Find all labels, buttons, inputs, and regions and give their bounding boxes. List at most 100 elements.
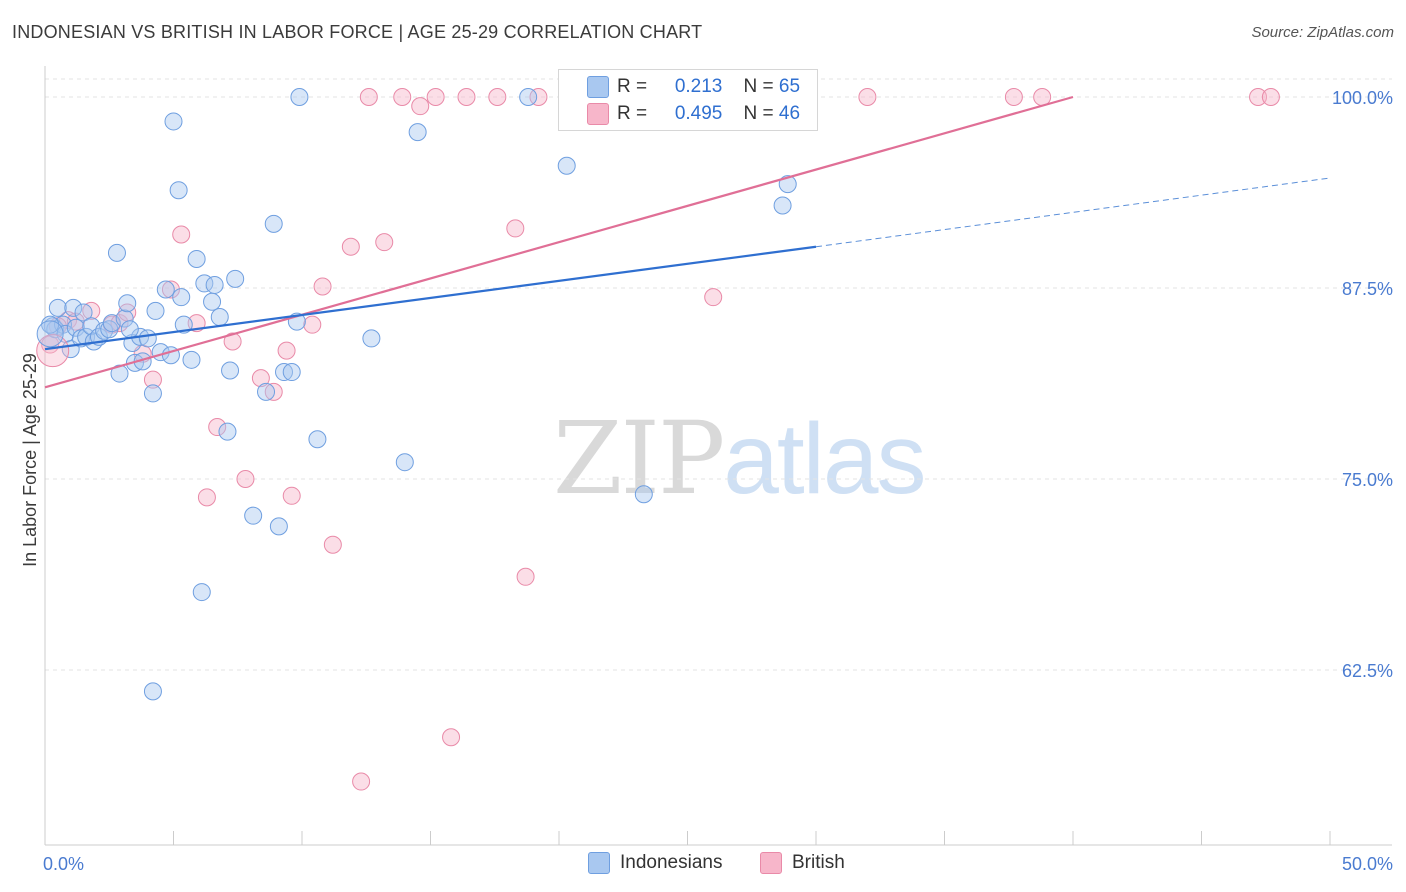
- watermark-zip: ZIP: [553, 400, 725, 517]
- point-indonesians: [115, 309, 134, 328]
- bottom-legend: Indonesians British: [0, 852, 1406, 878]
- point-indonesians: [138, 329, 157, 348]
- point-british: [341, 237, 360, 256]
- legend-r-label: R =: [617, 76, 653, 97]
- legend-n-label: N =: [743, 103, 779, 124]
- point-british: [375, 233, 394, 252]
- point-indonesians: [282, 363, 301, 382]
- point-indonesians: [169, 181, 188, 200]
- point-british: [172, 225, 191, 244]
- trend-line-indonesians: [44, 245, 817, 351]
- chart-title: INDONESIAN VS BRITISH IN LABOR FORCE | A…: [12, 22, 703, 42]
- point-indonesians: [120, 320, 139, 339]
- legend-swatch-british: [587, 103, 609, 125]
- point-indonesians: [205, 275, 224, 294]
- point-indonesians: [164, 112, 183, 131]
- legend-n-value: 46: [778, 103, 801, 124]
- point-british: [858, 88, 877, 106]
- point-indonesians: [269, 517, 288, 536]
- legend-n-value: 65: [778, 76, 801, 97]
- legend: R = 0.213 N = 65 R = 0.495 N = 46: [558, 69, 818, 131]
- point-indonesians: [773, 196, 792, 215]
- point-indonesians: [174, 315, 193, 334]
- point-indonesians-cluster: [36, 320, 64, 348]
- point-british: [352, 772, 371, 791]
- trend-lines: [44, 95, 1331, 389]
- point-indonesians: [192, 583, 211, 602]
- point-indonesians: [182, 350, 201, 369]
- point-british: [251, 369, 270, 388]
- point-british: [457, 88, 476, 106]
- data-points: [36, 88, 1280, 791]
- legend-swatch-indonesians: [587, 76, 609, 98]
- x-tick-label: 0.0%: [43, 854, 84, 874]
- point-british: [488, 88, 507, 106]
- chart-source: Source: ZipAtlas.com: [1251, 24, 1394, 41]
- bottom-legend-swatch-british: [760, 852, 782, 874]
- point-british: [264, 382, 283, 401]
- point-british: [313, 277, 332, 296]
- point-british: [82, 301, 101, 320]
- point-indonesians: [110, 364, 129, 383]
- point-british: [323, 535, 342, 554]
- point-british: [529, 88, 548, 106]
- point-british: [161, 280, 180, 299]
- point-indonesians: [74, 303, 93, 322]
- y-tick-label: 100.0%: [1332, 88, 1393, 108]
- point-indonesians: [48, 298, 67, 317]
- y-tick-label: 87.5%: [1342, 279, 1393, 299]
- point-indonesians: [64, 298, 83, 317]
- point-indonesians: [143, 384, 162, 403]
- trend-line-british: [44, 95, 1074, 389]
- point-indonesians: [66, 318, 85, 337]
- point-british: [704, 288, 723, 307]
- watermark-atlas: atlas: [723, 403, 926, 515]
- point-indonesians: [218, 422, 237, 441]
- bottom-legend-label-british: British: [792, 852, 845, 873]
- point-british: [282, 486, 301, 505]
- bottom-legend-label-indonesians: Indonesians: [620, 852, 723, 873]
- point-british: [1261, 88, 1280, 106]
- point-indonesians: [362, 329, 381, 348]
- point-british: [506, 219, 525, 238]
- legend-r-value: 0.213: [674, 76, 723, 97]
- point-indonesians: [264, 214, 283, 233]
- point-indonesians: [210, 308, 229, 327]
- point-indonesians: [308, 430, 327, 449]
- point-british: [426, 88, 445, 106]
- grid-lines: [45, 78, 1392, 671]
- point-indonesians: [557, 156, 576, 175]
- point-indonesians: [172, 288, 191, 307]
- point-british: [197, 488, 216, 507]
- point-british: [359, 88, 378, 106]
- point-british: [393, 88, 412, 106]
- point-indonesians: [118, 294, 137, 313]
- axes: [44, 66, 1392, 846]
- bottom-legend-swatch-indonesians: [588, 852, 610, 874]
- point-british: [277, 341, 296, 360]
- watermark: ZIPatlas: [553, 400, 927, 517]
- legend-r-value: 0.495: [674, 103, 723, 124]
- point-indonesians: [275, 363, 294, 382]
- point-indonesians: [187, 249, 206, 268]
- legend-n-label: N =: [743, 76, 779, 97]
- y-tick-label: 62.5%: [1342, 661, 1393, 681]
- point-british: [208, 418, 227, 437]
- point-indonesians: [290, 88, 309, 106]
- legend-text-british: R = 0.495 N = 46: [617, 103, 800, 125]
- y-axis-label: In Labor Force | Age 25-29: [20, 353, 40, 567]
- point-indonesians: [395, 453, 414, 472]
- point-indonesians: [221, 361, 240, 380]
- point-indonesians: [519, 88, 538, 106]
- legend-text-indonesians: R = 0.213 N = 65: [617, 76, 800, 98]
- point-british: [1249, 88, 1268, 106]
- point-british: [516, 567, 535, 586]
- point-indonesians: [143, 682, 162, 701]
- bottom-legend-british: British: [760, 852, 845, 874]
- bottom-legend-indonesians: Indonesians: [588, 852, 722, 874]
- point-indonesians: [156, 280, 175, 299]
- y-tick-label: 75.0%: [1342, 470, 1393, 490]
- x-tick-label: 50.0%: [1342, 854, 1393, 874]
- point-indonesians: [203, 292, 222, 311]
